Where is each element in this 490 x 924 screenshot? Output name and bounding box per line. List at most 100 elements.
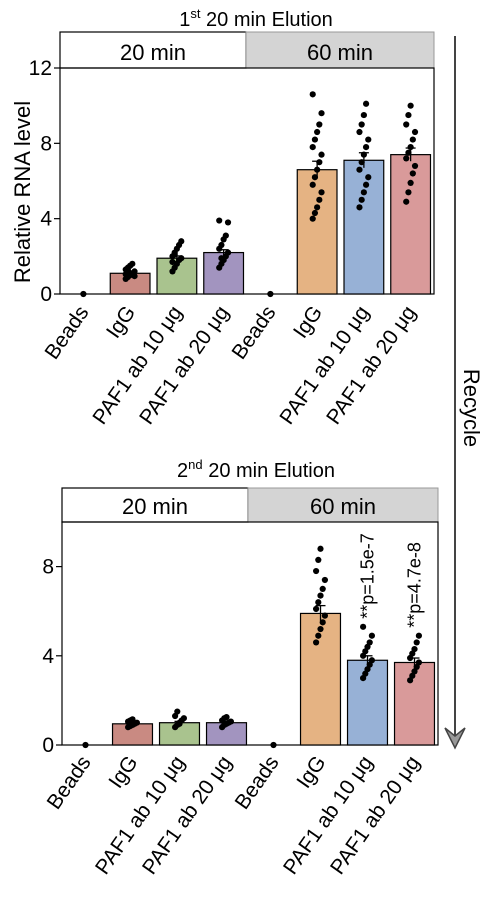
panel-1-header-60min: 60 min [307, 40, 373, 65]
data-point [415, 632, 422, 639]
data-point [356, 128, 363, 136]
data-point [180, 715, 187, 722]
data-point [365, 136, 372, 143]
data-point [314, 204, 321, 211]
data-point [318, 110, 325, 117]
data-point [131, 268, 138, 275]
data-point [368, 657, 375, 664]
plot-area-frame [61, 521, 439, 746]
data-point [223, 714, 230, 721]
data-point [318, 189, 325, 196]
data-point [409, 136, 416, 143]
data-point [216, 217, 223, 224]
data-point [411, 162, 419, 170]
data-point [403, 155, 410, 162]
data-point [309, 91, 316, 98]
data-point [316, 196, 323, 203]
x-tick-label: IgG [104, 752, 142, 793]
y-tick-label: 12 [29, 57, 52, 80]
data-point [405, 149, 412, 156]
bar [390, 154, 432, 295]
bar [296, 169, 338, 295]
data-point [411, 646, 418, 653]
data-point [315, 632, 322, 639]
data-point [169, 258, 176, 266]
y-tick-label: 4 [40, 208, 52, 231]
data-point [315, 556, 322, 564]
data-point [314, 128, 321, 136]
data-point [407, 179, 414, 186]
y-tick-label: 8 [40, 132, 52, 155]
panel-2-header-60min: 60 min [310, 494, 376, 519]
data-point [309, 215, 316, 222]
x-tick-label: Beads [231, 752, 284, 814]
data-point [309, 144, 316, 151]
data-point [218, 241, 225, 249]
x-tick-label: Beads [227, 302, 280, 364]
x-tick-label: IgG [292, 752, 330, 793]
data-point [313, 567, 320, 575]
data-point [405, 189, 412, 196]
recycle-arrow [444, 36, 466, 750]
data-point [321, 576, 328, 584]
data-point [403, 121, 410, 128]
data-point [317, 625, 324, 633]
data-point [315, 599, 322, 606]
data-point [129, 260, 136, 267]
data-point [224, 249, 232, 256]
data-point [411, 128, 419, 136]
data-point [82, 741, 89, 749]
data-point [313, 605, 320, 613]
data-point [316, 121, 323, 128]
data-point [270, 741, 277, 749]
panel-1-title: 1st 20 min Elution [179, 6, 333, 31]
data-point [407, 102, 414, 109]
data-point [80, 290, 87, 298]
panel-1-header-60min-box [245, 31, 435, 69]
data-point [314, 166, 321, 173]
x-tick-label: IgG [289, 302, 327, 343]
data-point [362, 144, 370, 151]
plot-area-frame [59, 67, 435, 295]
data-point [321, 612, 328, 619]
data-point [409, 170, 416, 177]
data-point [178, 255, 185, 262]
data-point [365, 174, 372, 181]
data-point [407, 144, 414, 151]
data-point [366, 639, 373, 646]
data-point [313, 639, 320, 646]
data-point [178, 238, 185, 245]
panel-1-title-number: 1 [179, 9, 190, 31]
data-point [319, 585, 326, 593]
y-tick-label: 8 [42, 556, 54, 579]
significance-annotation: **p=1.5e-7 [358, 533, 378, 619]
data-point [176, 720, 183, 727]
data-point [222, 232, 229, 239]
y-tick-label: 0 [40, 283, 52, 306]
data-point [413, 639, 420, 646]
panel-1-title-rest: 20 min Elution [200, 9, 332, 31]
data-point [124, 267, 132, 274]
bar [299, 612, 342, 746]
panel-2-title-number: 2 [177, 460, 188, 482]
data-point [415, 659, 422, 666]
data-point [356, 204, 363, 211]
y-axis-label: Relative RNA level [10, 101, 35, 283]
y-tick-label: 0 [42, 734, 54, 757]
data-point [316, 159, 323, 166]
data-point [267, 290, 274, 298]
y-tick-label: 4 [42, 645, 54, 668]
data-point [358, 159, 365, 166]
panel-1-header-20min: 20 min [120, 40, 186, 65]
data-point [368, 632, 375, 639]
data-point [358, 121, 365, 128]
data-point [224, 219, 232, 226]
data-point [311, 136, 319, 143]
panel-2-title-sup: nd [188, 457, 202, 472]
data-point [362, 181, 370, 188]
data-point [360, 623, 367, 630]
data-point [360, 151, 367, 158]
